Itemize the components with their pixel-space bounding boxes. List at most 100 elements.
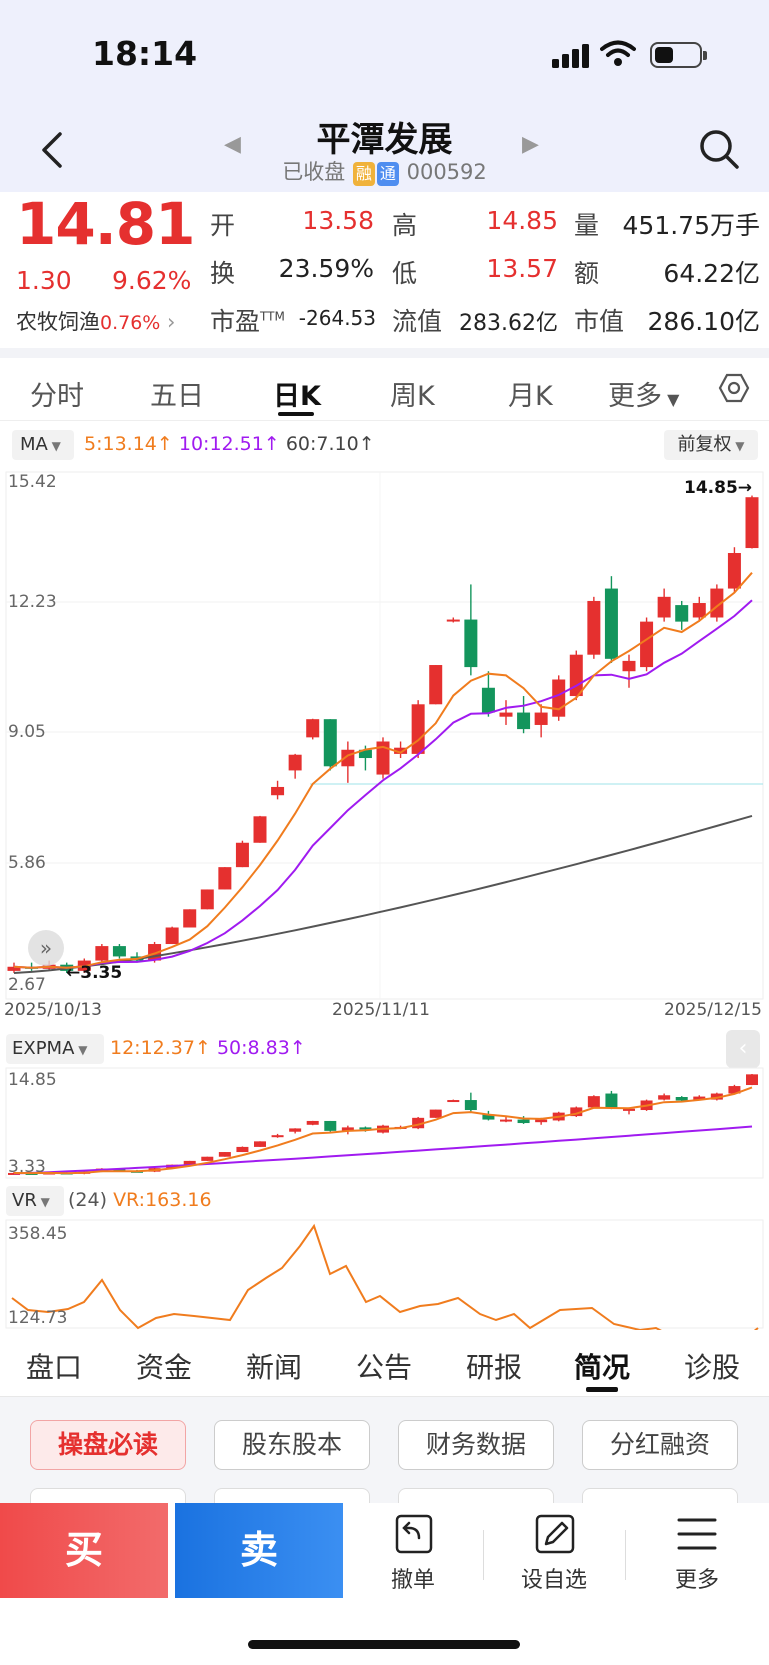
active-tab-indicator bbox=[278, 412, 314, 416]
open-value: 13.58 bbox=[302, 206, 374, 235]
pe-value: -264.53 bbox=[298, 306, 376, 330]
cancel-order-button[interactable]: 撤单 bbox=[353, 1512, 473, 1594]
candle-body bbox=[201, 1156, 214, 1161]
tab-profile[interactable]: 简况 bbox=[574, 1351, 631, 1384]
date-label: 2025/12/15 bbox=[664, 1000, 762, 1020]
expma-chart[interactable] bbox=[0, 1066, 769, 1180]
candle-body bbox=[341, 1127, 354, 1131]
pe-label: 市盈TTM bbox=[210, 307, 285, 336]
turnover-value: 23.59% bbox=[278, 254, 374, 283]
sell-button[interactable]: 卖 bbox=[175, 1503, 343, 1598]
candle-body bbox=[692, 603, 706, 618]
candle-body bbox=[500, 1119, 512, 1122]
candle-body bbox=[446, 619, 460, 622]
y-tick-label: 3.33 bbox=[8, 1157, 46, 1177]
search-icon[interactable] bbox=[698, 128, 740, 174]
divider bbox=[483, 1530, 484, 1580]
section-divider bbox=[0, 348, 769, 358]
vr-line bbox=[11, 1223, 759, 1330]
candle-body bbox=[481, 687, 495, 713]
low-value: 13.57 bbox=[486, 254, 558, 283]
tab-divider bbox=[0, 1396, 769, 1397]
tab-diagnosis[interactable]: 诊股 bbox=[684, 1351, 741, 1384]
arrow-right-icon: → bbox=[737, 478, 753, 498]
expma-indicator-select[interactable]: EXPMA ▼ bbox=[6, 1034, 104, 1064]
candle-body bbox=[587, 600, 601, 655]
arrow-up-icon: ↑ bbox=[194, 1037, 211, 1059]
subtab-financials[interactable]: 财务数据 bbox=[398, 1420, 554, 1470]
turnover-label: 换 bbox=[210, 259, 236, 288]
candle-body bbox=[165, 927, 179, 945]
vr-period: (24) bbox=[68, 1189, 108, 1211]
next-stock-icon[interactable]: ▶ bbox=[522, 132, 539, 157]
candle-body bbox=[587, 1096, 600, 1108]
candle-body bbox=[570, 1107, 583, 1117]
tab-timeshare[interactable]: 分时 bbox=[30, 381, 84, 412]
candlestick-chart[interactable] bbox=[0, 466, 769, 1026]
tab-weekly-k[interactable]: 周K bbox=[390, 381, 435, 412]
candle-body bbox=[289, 1128, 302, 1132]
candle-body bbox=[7, 966, 21, 971]
previous-stock-icon[interactable]: ◀ bbox=[224, 132, 241, 157]
y-tick-label: 9.05 bbox=[8, 722, 46, 742]
arrow-left-icon: ← bbox=[66, 963, 81, 983]
market-cap-value: 286.10亿 bbox=[647, 307, 760, 336]
tab-research[interactable]: 研报 bbox=[466, 1351, 523, 1384]
expma-values: 12:12.37↑ 50:8.83↑ bbox=[110, 1037, 306, 1059]
tab-capital[interactable]: 资金 bbox=[136, 1351, 193, 1384]
tab-daily-k[interactable]: 日K bbox=[273, 381, 321, 412]
cancel-order-icon bbox=[395, 1514, 433, 1554]
tab-divider bbox=[0, 420, 769, 421]
high-label: 高 bbox=[392, 211, 418, 240]
pe-ttm-sup: TTM bbox=[260, 309, 285, 324]
low-price-marker: ←3.35 bbox=[66, 963, 123, 983]
candle-body bbox=[271, 786, 285, 796]
candle-body bbox=[482, 1114, 495, 1120]
candle-body bbox=[447, 1100, 460, 1103]
candle-body bbox=[183, 909, 197, 928]
subtab-trading-guide[interactable]: 操盘必读 bbox=[30, 1420, 186, 1470]
expma50-value: 50:8.83 bbox=[216, 1037, 290, 1059]
expand-icon[interactable]: » bbox=[28, 930, 64, 966]
adjust-select[interactable]: 前复权 ▼ bbox=[664, 430, 758, 460]
chart-settings-icon[interactable] bbox=[718, 372, 750, 408]
candle-body bbox=[429, 665, 443, 705]
tab-monthly-k[interactable]: 月K bbox=[508, 381, 553, 412]
add-watchlist-button[interactable]: 设自选 bbox=[494, 1512, 614, 1594]
candle-body bbox=[464, 619, 478, 668]
float-cap-label: 流值 bbox=[392, 307, 443, 336]
tab-news[interactable]: 新闻 bbox=[246, 1351, 303, 1384]
low-label: 低 bbox=[392, 259, 418, 288]
volume-value: 451.75万手 bbox=[622, 211, 760, 240]
candle-body bbox=[411, 704, 425, 754]
stock-subtitle: 已收盘 融通 000592 bbox=[0, 156, 769, 186]
ma60-value: 60:7.10 bbox=[285, 433, 359, 455]
subtab-dividends[interactable]: 分红融资 bbox=[582, 1420, 738, 1470]
sector-pct: 0.76% bbox=[100, 312, 161, 334]
subtab-shareholders[interactable]: 股东股本 bbox=[214, 1420, 370, 1470]
ma-indicator-select[interactable]: MA ▼ bbox=[12, 430, 74, 460]
candle-body bbox=[535, 1119, 548, 1123]
candle-body bbox=[534, 712, 548, 725]
caret-down-icon: ▼ bbox=[47, 439, 61, 453]
candle-body bbox=[271, 1135, 284, 1138]
y-tick-label: 14.85 bbox=[8, 1070, 57, 1090]
sector-link[interactable]: 农牧饲渔0.76% › bbox=[16, 306, 175, 336]
back-icon[interactable] bbox=[36, 128, 66, 183]
candle-body bbox=[183, 1160, 196, 1165]
vr-chart[interactable] bbox=[0, 1218, 769, 1330]
float-cap-value: 283.62亿 bbox=[459, 311, 558, 336]
candle-body bbox=[604, 588, 618, 659]
collapse-panel-icon[interactable]: ‹ bbox=[726, 1030, 760, 1068]
tab-announcements[interactable]: 公告 bbox=[356, 1351, 413, 1384]
buy-button[interactable]: 买 bbox=[0, 1503, 168, 1598]
candle-body bbox=[324, 1120, 337, 1131]
more-button[interactable]: 更多 bbox=[637, 1512, 757, 1594]
candle-body bbox=[306, 719, 320, 738]
tab-orderbook[interactable]: 盘口 bbox=[26, 1351, 83, 1384]
candle-body bbox=[253, 816, 267, 843]
tab-five-day[interactable]: 五日 bbox=[150, 381, 204, 412]
vr-indicator-select[interactable]: VR ▼ bbox=[6, 1186, 64, 1216]
tab-more[interactable]: 更多 ▼ bbox=[608, 381, 680, 412]
candle-body bbox=[254, 1141, 266, 1147]
